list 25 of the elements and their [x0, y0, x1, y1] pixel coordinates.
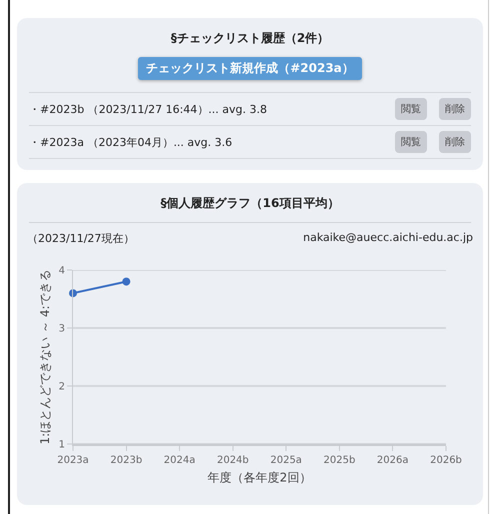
- x-tick-label: 2026b: [430, 455, 462, 466]
- y-axis-title: 1:ほとんどできない ～ 4:できる: [38, 270, 52, 444]
- x-tick-label: 2024b: [216, 455, 249, 466]
- x-tick-label: 2026a: [376, 455, 408, 466]
- text: nakaike@auecc.aichi-edu.ac.jp: [303, 231, 473, 246]
- chart-title: §個人履歴グラフ（16項目平均）: [29, 183, 471, 223]
- x-axis-title: 年度（各年度2回）: [208, 470, 312, 484]
- x-tick-label: 2024a: [164, 455, 196, 466]
- text: 削除: [439, 98, 471, 120]
- x-tick-label: 2023b: [110, 455, 142, 466]
- text: 削除: [439, 131, 471, 153]
- text: 閲覧: [395, 98, 427, 120]
- text: （2023/11/27現在）: [27, 231, 134, 246]
- text: 閲覧: [395, 131, 427, 153]
- y-tick-label: 2: [58, 382, 65, 392]
- text: §チェックリスト履歴（2件）: [170, 30, 330, 47]
- text: チェックリスト新規作成（#2023a）: [138, 57, 362, 80]
- y-tick-label: 4: [58, 266, 65, 276]
- x-tick-label: 2023a: [57, 455, 89, 466]
- text: ・#2023b （2023/11/27 16:44）... avg. 3.8: [29, 102, 268, 116]
- text: ・#2023a （2023年04月）... avg. 3.6: [29, 134, 234, 150]
- x-tick-label: 2025a: [270, 455, 302, 466]
- y-tick-label: 3: [58, 324, 65, 334]
- x-tick-label: 2025b: [324, 455, 356, 466]
- y-tick-label: 1: [58, 440, 65, 450]
